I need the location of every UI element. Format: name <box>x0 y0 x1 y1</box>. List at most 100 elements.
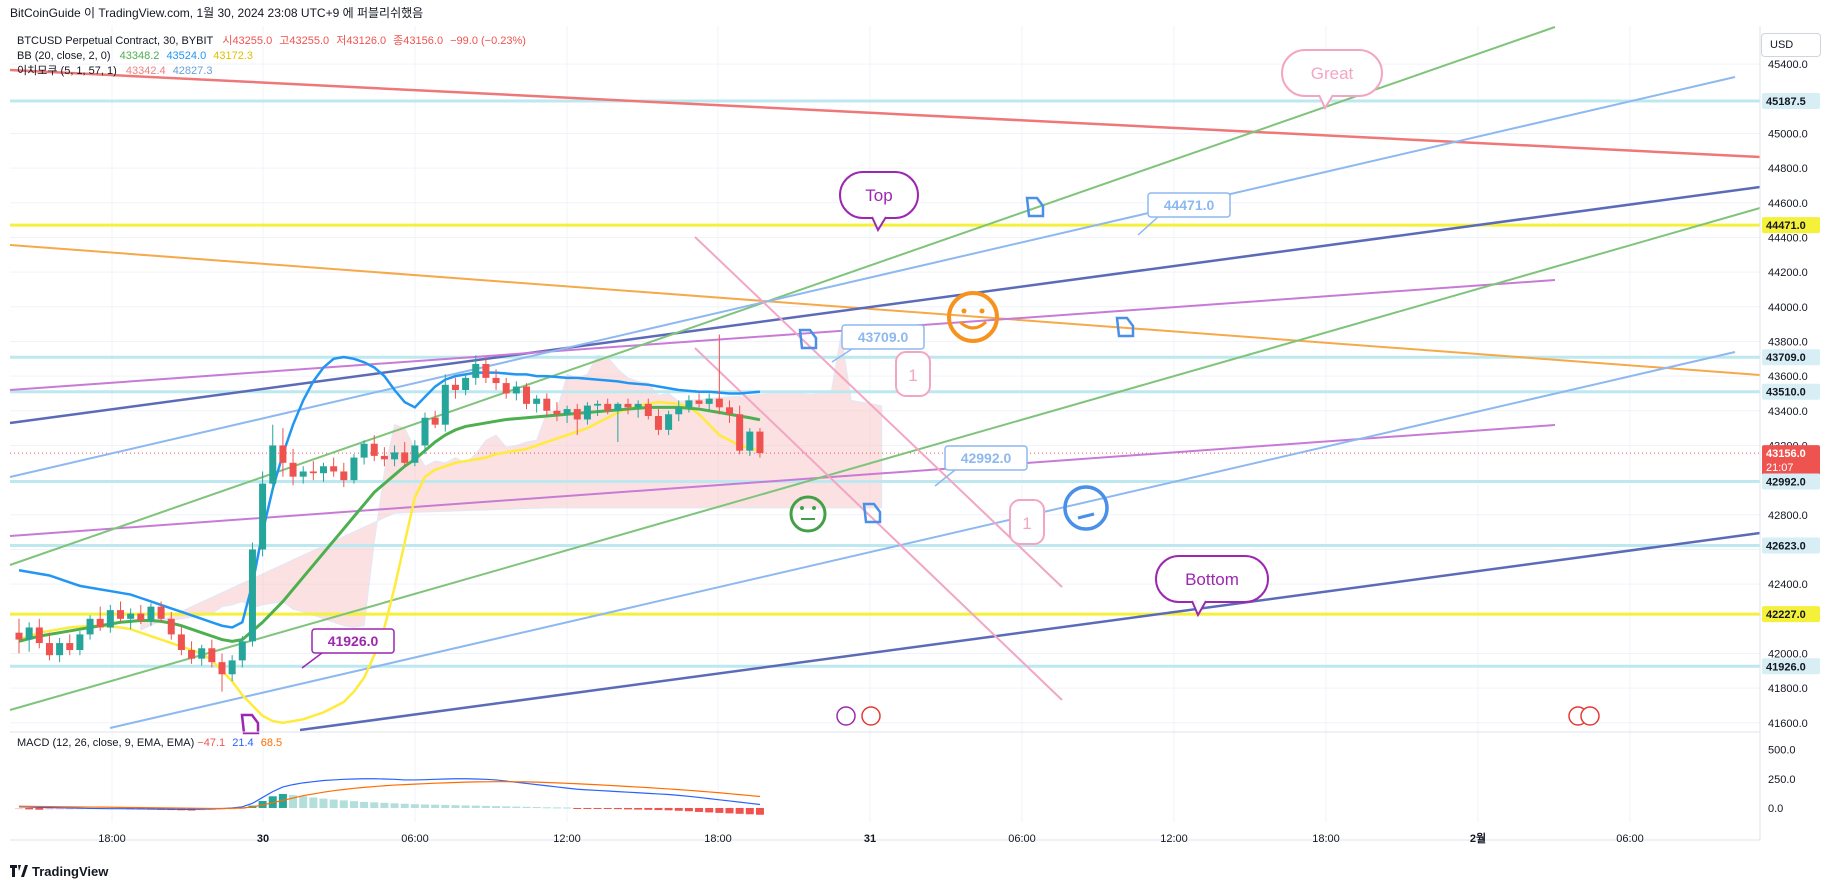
macd-histogram-bar <box>25 807 34 810</box>
ohlc-change: −99.0 (−0.23%) <box>450 35 526 47</box>
candle-body <box>401 452 409 463</box>
macd-histogram-bar <box>593 807 602 809</box>
candle-body <box>431 417 439 425</box>
tradingview-logo-icon <box>10 865 28 877</box>
happy-face-mouth <box>958 320 988 330</box>
ichimoku-value-b: 42827.3 <box>172 65 213 77</box>
trendline <box>9 279 1556 391</box>
lightning-event-icon <box>836 706 856 726</box>
callout-44471-box <box>1147 192 1231 218</box>
bottom-callout-label: Bottom <box>1185 570 1239 589</box>
candle-body <box>248 549 256 642</box>
time-tick-label: 12:00 <box>1160 833 1188 845</box>
callout-43709-box <box>841 324 925 350</box>
bb-legend-row: BB (20, close, 2, 0) 43348.2 43524.0 431… <box>17 49 526 64</box>
time-tick-label: 18:00 <box>98 833 126 845</box>
candle-body <box>502 383 510 394</box>
callout-41926-box <box>311 628 395 654</box>
price-tick-label: 41600.0 <box>1768 718 1808 730</box>
trendline <box>9 244 1761 376</box>
time-tick-label: 2월 <box>1470 831 1486 845</box>
pointing-hand-icon <box>798 328 818 350</box>
candle-body <box>360 443 368 458</box>
candle-body <box>512 386 520 394</box>
callout-42992-box <box>944 445 1028 471</box>
candle-body <box>492 377 500 384</box>
macd-histogram-bar <box>309 797 318 808</box>
price-axis-label-bg <box>1762 92 1820 109</box>
candle-body <box>715 398 723 408</box>
pointing-hand-icon <box>1025 196 1045 218</box>
candle-body <box>188 650 196 659</box>
candle-body <box>96 618 104 628</box>
trendline <box>9 76 1736 478</box>
candle-body <box>391 452 399 460</box>
us-flag-event-icon <box>861 706 881 726</box>
ohlc-open: 시43255.0 <box>222 35 273 47</box>
macd-histogram-bar <box>644 807 653 810</box>
trendline-drawings[interactable] <box>9 26 1761 732</box>
candle-body <box>583 405 591 420</box>
candle-body <box>451 384 459 390</box>
trendline <box>9 207 1761 711</box>
callout-42992-pointer <box>934 469 956 487</box>
candle-body <box>167 618 175 635</box>
candle-body <box>279 445 287 463</box>
candle-body <box>56 643 64 656</box>
price-axis-label: 43709.0 <box>1766 352 1806 364</box>
candle-body <box>675 407 683 415</box>
macd-histogram-bar <box>542 807 551 809</box>
candle-body <box>259 483 267 550</box>
callout-41926-label: 41926.0 <box>328 633 379 649</box>
candle-body <box>380 455 388 460</box>
marker-1a-box <box>895 351 931 397</box>
price-axis-label: 44471.0 <box>1766 220 1806 232</box>
candle-body <box>644 403 652 416</box>
symbol-title: BTCUSD Perpetual Contract, 30, BYBIT <box>17 35 214 47</box>
price-axis-label: 43510.0 <box>1766 387 1806 399</box>
callout-44471-label: 44471.0 <box>1164 197 1215 213</box>
macd-histogram-bar <box>705 807 714 813</box>
happy-face-icon <box>947 291 999 343</box>
candle-body <box>330 466 338 472</box>
candle-body <box>350 457 358 481</box>
candle-body <box>45 643 53 656</box>
candle-body <box>198 648 206 659</box>
currency-button[interactable]: USD <box>1761 33 1821 57</box>
chart-grid <box>10 26 1760 822</box>
time-tick-label: 18:00 <box>1312 833 1340 845</box>
macd-histogram-bar <box>15 807 23 810</box>
trendline <box>9 185 1761 425</box>
macd-histogram-bar <box>441 804 450 808</box>
macd-label: MACD (12, 26, close, 9, EMA, EMA) <box>17 737 195 749</box>
ohlc-high: 고43255.0 <box>279 35 330 47</box>
trendline <box>9 424 1556 537</box>
macd-histogram-bar <box>745 807 754 815</box>
macd-histogram-bar <box>684 807 693 812</box>
time-tick-label: 06:00 <box>1616 833 1644 845</box>
tradingview-footer[interactable]: TradingView <box>10 864 108 879</box>
pointing-hand-icon <box>1115 316 1135 338</box>
price-axis-label-bg <box>1762 606 1820 623</box>
price-axis-label-bg <box>1762 383 1820 400</box>
confused-face-icon <box>1063 485 1109 531</box>
happy-face-eye <box>979 308 985 314</box>
chart-annotations[interactable]: Top Great Bottom 44471.0 43709.0 42992.0 41926… <box>240 49 1600 735</box>
candle-body <box>228 660 236 675</box>
macd-histogram-bar <box>613 807 622 810</box>
macd-histogram-bar <box>522 806 531 808</box>
price-tick-label: 44600.0 <box>1768 198 1808 210</box>
macd-histogram-bar <box>370 802 379 808</box>
price-axis-label-bg <box>1762 217 1820 234</box>
candle-body <box>614 403 622 411</box>
time-tick-label: 06:00 <box>1008 833 1036 845</box>
candle-body <box>523 386 530 404</box>
publish-watermark-text: BitCoinGuide 이 TradingView.com, 1월 30, 2… <box>10 6 424 20</box>
price-axis-label: 41926.0 <box>1766 661 1806 673</box>
macd-histogram-bar <box>735 807 744 814</box>
happy-face-eye <box>961 308 967 314</box>
macd-histogram-bar <box>55 807 64 810</box>
candle-body <box>177 634 185 650</box>
marker-1b-label: 1 <box>1022 514 1031 533</box>
